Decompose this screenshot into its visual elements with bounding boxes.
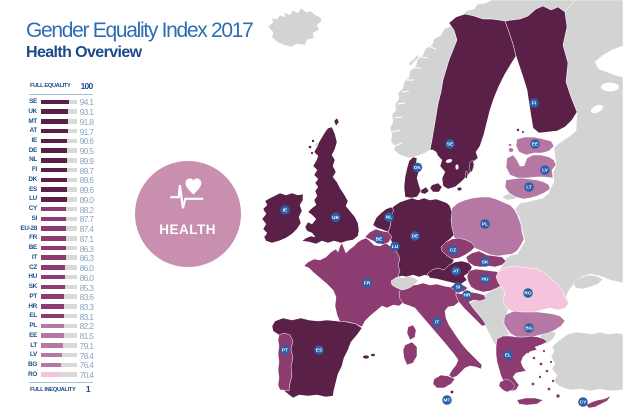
svg-text:SI: SI (456, 285, 461, 291)
svg-text:RO: RO (524, 291, 531, 297)
svg-text:NL: NL (386, 215, 392, 221)
svg-text:UK: UK (332, 215, 339, 221)
svg-text:DE: DE (412, 234, 419, 240)
svg-text:EL: EL (505, 353, 511, 359)
svg-text:PL: PL (482, 222, 488, 228)
svg-text:LU: LU (392, 244, 399, 250)
svg-text:LV: LV (542, 168, 549, 174)
svg-text:BG: BG (525, 326, 532, 332)
svg-text:CZ: CZ (450, 248, 456, 254)
svg-text:BE: BE (376, 237, 383, 243)
svg-text:AT: AT (453, 269, 459, 275)
svg-text:MT: MT (444, 398, 451, 404)
svg-text:IE: IE (283, 208, 288, 214)
svg-text:ES: ES (316, 348, 323, 354)
svg-text:SE: SE (447, 142, 454, 148)
svg-text:CY: CY (580, 400, 587, 406)
svg-text:HU: HU (482, 277, 489, 283)
svg-text:EE: EE (532, 142, 539, 148)
svg-text:SK: SK (482, 260, 489, 266)
svg-text:LT: LT (526, 185, 532, 191)
svg-text:IT: IT (435, 320, 439, 326)
svg-text:FI: FI (532, 101, 537, 107)
svg-text:PT: PT (282, 348, 288, 354)
svg-text:FR: FR (364, 281, 371, 287)
svg-text:DK: DK (414, 165, 421, 171)
svg-text:HR: HR (464, 293, 471, 299)
